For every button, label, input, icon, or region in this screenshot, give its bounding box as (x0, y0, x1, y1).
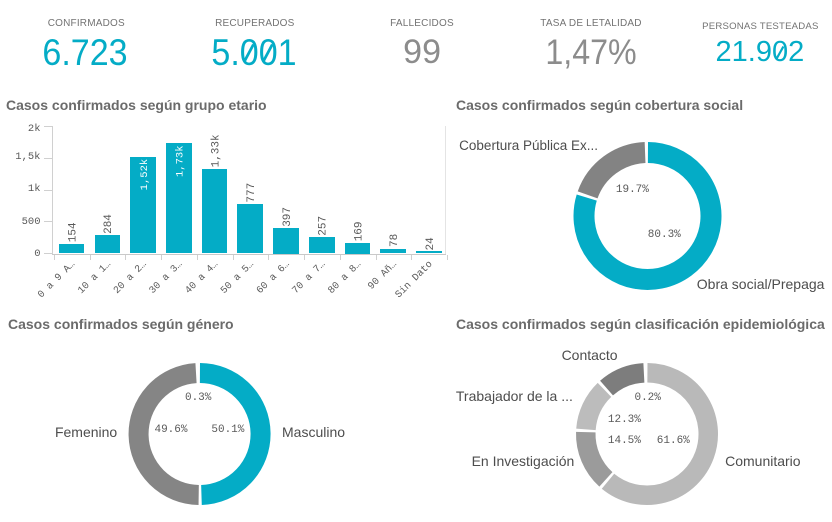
svg-text:78: 78 (389, 234, 401, 247)
svg-text:20 a 2…: 20 a 2… (112, 259, 149, 296)
svg-text:90 Añ…: 90 Añ… (366, 259, 400, 293)
svg-text:1,73k: 1,73k (175, 146, 187, 178)
svg-text:257: 257 (318, 216, 330, 236)
svg-text:154: 154 (67, 222, 79, 242)
svg-text:30 a 3…: 30 a 3… (148, 259, 185, 296)
svg-text:60 a 6…: 60 a 6… (255, 259, 292, 296)
svg-text:1,33k: 1,33k (210, 134, 222, 167)
svg-text:Sin Dato: Sin Dato (393, 259, 435, 301)
svg-text:0 a 9 A…: 0 a 9 A… (36, 259, 78, 301)
svg-text:40 a 4…: 40 a 4… (184, 259, 221, 296)
svg-text:397: 397 (282, 207, 294, 227)
svg-text:169: 169 (353, 221, 365, 241)
svg-text:284: 284 (103, 214, 115, 234)
svg-text:10 a 1…: 10 a 1… (76, 259, 113, 296)
svg-text:70 a 7…: 70 a 7… (291, 259, 328, 296)
svg-text:80 a 8…: 80 a 8… (327, 259, 364, 296)
svg-text:777: 777 (246, 183, 258, 203)
svg-text:50 a 5…: 50 a 5… (219, 259, 256, 296)
svg-text:1,52k: 1,52k (139, 159, 151, 191)
svg-text:24: 24 (425, 237, 437, 251)
